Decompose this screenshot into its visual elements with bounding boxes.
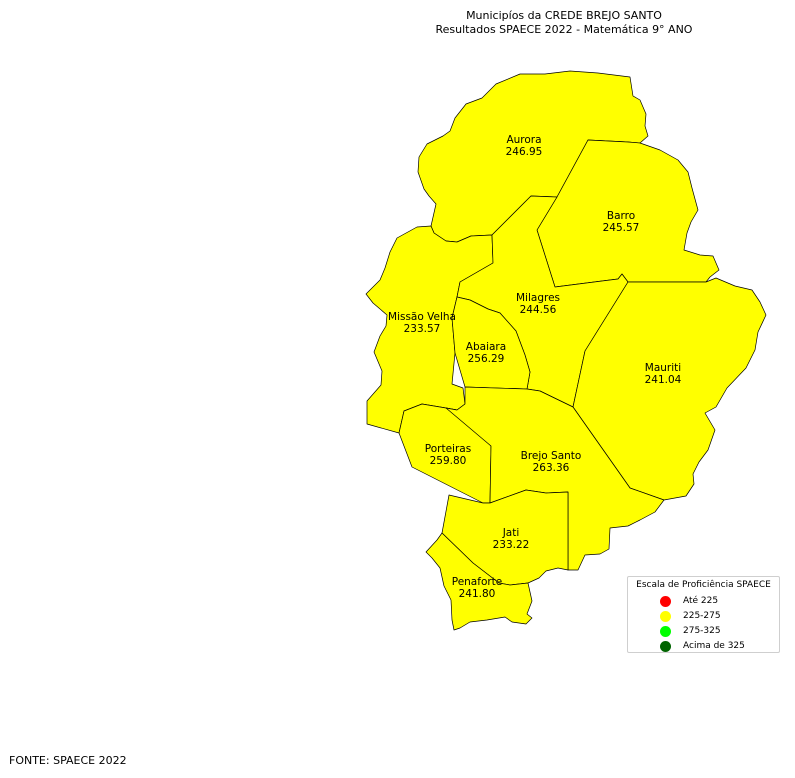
municipality-label-2: Milagres 244.56 (516, 292, 560, 316)
municipality-score: 244.56 (520, 304, 557, 316)
municipality-score: 245.57 (603, 222, 640, 234)
map-title-block: Municipíos da CREDE BREJO SANTO Resultad… (380, 9, 748, 37)
municipality-name: Brejo Santo (521, 450, 582, 462)
legend-marker-lime (660, 625, 671, 637)
region-abaiara (451, 296, 531, 390)
source-note: FONTE: SPAECE 2022 (9, 754, 127, 767)
map-title: Municipíos da CREDE BREJO SANTO (466, 9, 662, 22)
municipality-label-9: Penaforte 241.80 (452, 576, 503, 600)
municipality-label-7: Brejo Santo 263.36 (521, 450, 582, 474)
municipality-name: Abaiara (466, 341, 506, 353)
legend: Escala de Proficiência SPAECE Até 225 22… (627, 576, 780, 653)
municipality-label-3: Missão Velha 233.57 (388, 311, 456, 335)
municipality-name: Aurora (506, 134, 541, 146)
municipality-score: 263.36 (533, 462, 570, 474)
municipality-label-6: Porteiras 259.80 (425, 443, 471, 467)
municipality-label-0: Aurora 246.95 (506, 134, 543, 158)
legend-item: Até 225 (660, 594, 718, 608)
legend-item: 225-275 (660, 609, 721, 623)
municipality-name: Milagres (516, 292, 560, 304)
legend-title: Escala de Proficiência SPAECE (636, 580, 771, 590)
municipality-name: Jati (502, 527, 520, 539)
municipality-label-1: Barro 245.57 (603, 210, 640, 234)
map-subtitle: Resultados SPAECE 2022 - Matemática 9° A… (435, 23, 693, 36)
region-penaforte (425, 532, 533, 631)
legend-label: Até 225 (683, 596, 719, 606)
municipality-name: Missão Velha (388, 311, 456, 323)
municipality-score: 241.04 (645, 374, 682, 386)
legend-marker-dark-green (660, 640, 671, 652)
municipality-label-8: Jati 233.22 (493, 527, 530, 551)
legend-label: 275-325 (683, 626, 721, 636)
municipality-score: 246.95 (506, 146, 543, 158)
municipality-name: Barro (607, 210, 635, 222)
legend-item: Acima de 325 (660, 639, 745, 653)
legend-label: Acima de 325 (683, 641, 745, 651)
municipality-label-4: Abaiara 256.29 (466, 341, 506, 365)
municipality-score: 233.57 (404, 323, 441, 335)
municipality-label-5: Mauriti 241.04 (645, 362, 682, 386)
legend-label: 225-275 (683, 611, 721, 621)
legend-marker-yellow (660, 610, 671, 622)
legend-marker-red (660, 595, 671, 607)
municipality-name: Penaforte (452, 576, 503, 588)
municipality-score: 259.80 (430, 455, 467, 467)
municipality-score: 241.80 (459, 588, 496, 600)
municipality-name: Mauriti (645, 362, 681, 374)
municipality-name: Porteiras (425, 443, 471, 455)
municipality-score: 256.29 (468, 353, 505, 365)
municipality-score: 233.22 (493, 539, 530, 551)
legend-item: 275-325 (660, 624, 721, 638)
